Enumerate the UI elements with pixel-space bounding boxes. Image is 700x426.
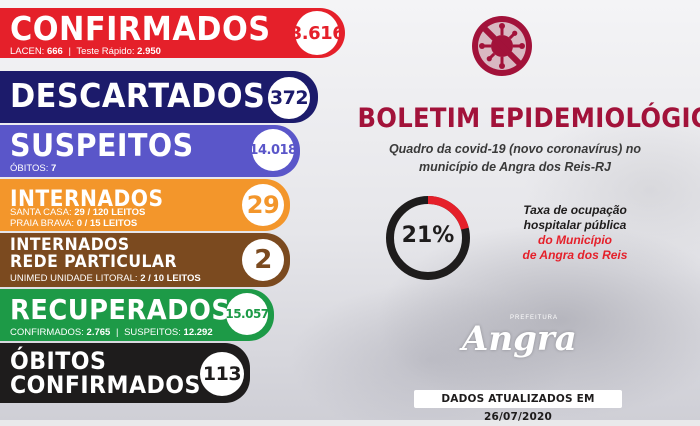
occupancy-line-2: hospitalar pública	[523, 218, 627, 232]
confirmados-title: CONFIRMADOS	[10, 9, 271, 48]
recuperados-suspeitos-value: 12.292	[183, 327, 213, 338]
card-suspeitos: SUSPEITOS ÓBITOS: 7 14.018	[0, 125, 300, 177]
teste-rapido-value: 2.950	[137, 46, 161, 57]
occupancy-description: Taxa de ocupação hospitalar pública do M…	[490, 203, 660, 263]
prefeitura-angra-logo: PREFEITURA Angra	[462, 315, 577, 359]
card-confirmados: CONFIRMADOS LACEN: 666 | Teste Rápido: 2…	[0, 8, 345, 58]
internados-particular-title: INTERNADOS REDE PARTICULAR	[10, 237, 177, 271]
brand-name: Angra	[462, 319, 577, 359]
subtitle-line-1: Quadro da covid-19 (novo coronavírus) no	[388, 142, 642, 156]
confirmados-count: 3.616	[290, 11, 345, 55]
recuperados-confirmados-label: CONFIRMADOS:	[10, 327, 84, 338]
card-descartados: DESCARTADOS 372	[0, 71, 318, 123]
occupancy-donut	[386, 196, 470, 280]
obitos-label: ÓBITOS:	[10, 163, 49, 174]
recuperados-breakdown: CONFIRMADOS: 2.765 | SUSPEITOS: 12.292	[10, 327, 213, 338]
praia-brava-value: 0 / 15 LEITOS	[76, 218, 138, 229]
card-internados: INTERNADOS SANTA CASA: 29 / 120 LEITOS P…	[0, 179, 290, 231]
recuperados-count: 15.057	[225, 293, 269, 335]
title-line-1: ÓBITOS	[10, 347, 107, 375]
donut-fill	[386, 196, 470, 280]
santa-casa-value: 29 / 120 LEITOS	[74, 207, 146, 218]
lacen-value: 666	[46, 46, 63, 57]
obitos-title: ÓBITOS CONFIRMADOS	[10, 349, 201, 397]
obitos-count: 113	[200, 352, 244, 396]
suspeitos-obitos: ÓBITOS: 7	[10, 163, 56, 174]
internados-count: 29	[242, 184, 284, 226]
recuperados-suspeitos-label: SUSPEITOS:	[124, 327, 181, 338]
title-line-2: REDE PARTICULAR	[10, 252, 177, 272]
card-obitos: ÓBITOS CONFIRMADOS 113	[0, 343, 250, 403]
page-title: BOLETIM EPIDEMIOLÓGICO	[357, 103, 700, 134]
internados-particular-count: 2	[242, 239, 284, 281]
updated-date: DADOS ATUALIZADOS EM 26/07/2020	[414, 390, 622, 423]
santa-casa-label: SANTA CASA:	[10, 207, 72, 218]
suspeitos-title: SUSPEITOS	[10, 128, 194, 164]
no-coronavirus-icon	[472, 16, 532, 76]
descartados-count: 372	[266, 75, 312, 121]
obitos-value: 7	[51, 163, 57, 174]
occupancy-line-3: do Município	[538, 233, 612, 247]
internados-santa-casa: SANTA CASA: 29 / 120 LEITOS	[10, 207, 145, 218]
confirmados-breakdown: LACEN: 666 | Teste Rápido: 2.950	[10, 46, 161, 57]
unimed-label: UNIMED UNIDADE LITORAL:	[10, 273, 138, 284]
title-line-2: CONFIRMADOS	[10, 371, 201, 399]
brand-small: PREFEITURA	[509, 315, 558, 321]
praia-brava-label: PRAIA BRAVA:	[10, 218, 75, 229]
internados-praia-brava: PRAIA BRAVA: 0 / 15 LEITOS	[10, 218, 137, 229]
recuperados-title: RECUPERADOS	[10, 293, 231, 326]
unimed-value: 2 / 10 LEITOS	[140, 273, 201, 284]
descartados-title: DESCARTADOS	[10, 76, 266, 115]
recuperados-confirmados-value: 2.765	[86, 327, 111, 338]
occupancy-line-1: Taxa de ocupação	[523, 203, 627, 217]
occupancy-line-4: de Angra dos Reis	[522, 248, 628, 262]
internados-title: INTERNADOS	[10, 187, 164, 212]
occupancy-percent: 21%	[401, 223, 455, 248]
suspeitos-count: 14.018	[249, 129, 297, 171]
card-recuperados: RECUPERADOS CONFIRMADOS: 2.765 | SUSPEIT…	[0, 289, 274, 341]
title-line-1: INTERNADOS	[10, 235, 130, 255]
card-internados-particular: INTERNADOS REDE PARTICULAR UNIMED UNIDAD…	[0, 233, 290, 287]
lacen-label: LACEN:	[10, 46, 45, 57]
page-subtitle: Quadro da covid-19 (novo coronavírus) no…	[340, 140, 690, 176]
subtitle-line-2: município de Angra dos Reis-RJ	[419, 160, 611, 174]
internados-particular-unimed: UNIMED UNIDADE LITORAL: 2 / 10 LEITOS	[10, 273, 201, 284]
teste-rapido-label: Teste Rápido:	[76, 46, 135, 57]
